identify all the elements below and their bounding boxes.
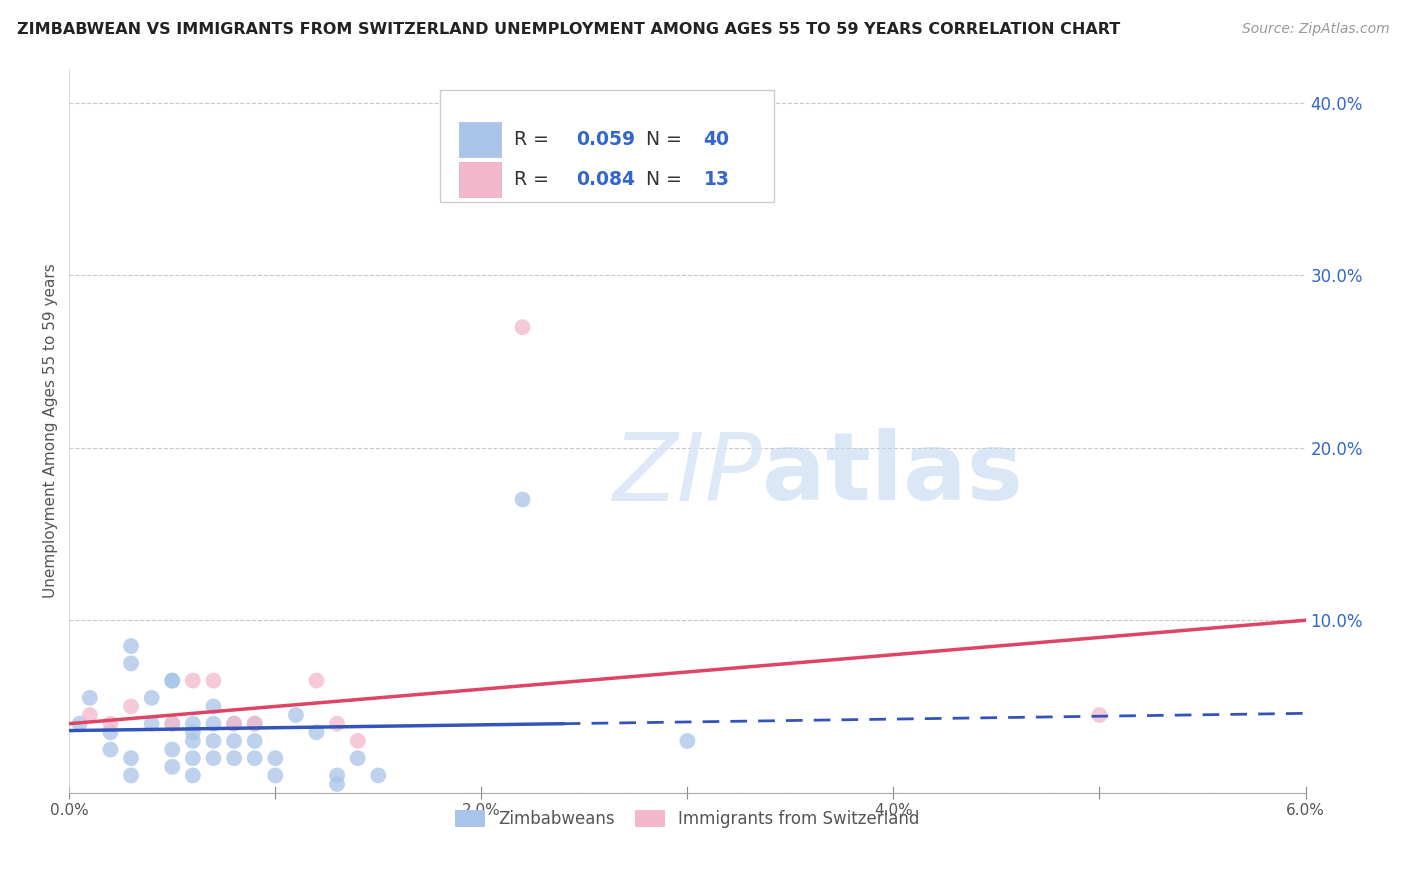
Point <box>162 716 184 731</box>
Point <box>202 734 225 748</box>
Point <box>202 716 225 731</box>
Text: atlas: atlas <box>762 428 1022 520</box>
Point <box>202 673 225 688</box>
Point <box>367 768 389 782</box>
Bar <box>458 121 501 156</box>
Point <box>181 768 204 782</box>
Point <box>100 725 122 739</box>
FancyBboxPatch shape <box>440 90 773 202</box>
Point <box>243 716 266 731</box>
Point <box>512 320 534 334</box>
Point <box>326 768 349 782</box>
Point <box>243 716 266 731</box>
Point <box>676 734 699 748</box>
Text: 0.059: 0.059 <box>576 129 636 149</box>
Point <box>346 734 368 748</box>
Point <box>141 716 163 731</box>
Point <box>243 734 266 748</box>
Point <box>69 716 91 731</box>
Point <box>120 657 142 671</box>
Text: Source: ZipAtlas.com: Source: ZipAtlas.com <box>1241 22 1389 37</box>
Text: N =: N = <box>634 129 682 149</box>
Point <box>326 716 349 731</box>
Point <box>264 768 287 782</box>
Point <box>162 716 184 731</box>
Point <box>120 639 142 653</box>
Text: N =: N = <box>634 170 682 189</box>
Point <box>181 734 204 748</box>
Legend: Zimbabweans, Immigrants from Switzerland: Zimbabweans, Immigrants from Switzerland <box>449 804 927 835</box>
Text: ZIP: ZIP <box>612 428 762 519</box>
Point <box>222 716 245 731</box>
Point <box>512 492 534 507</box>
Point <box>243 751 266 765</box>
Text: 40: 40 <box>703 129 730 149</box>
Point <box>79 708 101 723</box>
Point <box>305 673 328 688</box>
Point <box>162 742 184 756</box>
Point <box>1088 708 1111 723</box>
Point <box>162 760 184 774</box>
Point <box>120 751 142 765</box>
Y-axis label: Unemployment Among Ages 55 to 59 years: Unemployment Among Ages 55 to 59 years <box>44 263 58 598</box>
Point <box>222 716 245 731</box>
Text: R =: R = <box>515 129 555 149</box>
Point <box>264 751 287 765</box>
Point <box>181 716 204 731</box>
Point <box>284 708 307 723</box>
Point <box>120 699 142 714</box>
Bar <box>458 162 501 197</box>
Text: R =: R = <box>515 170 555 189</box>
Point <box>326 777 349 791</box>
Text: 0.084: 0.084 <box>576 170 636 189</box>
Text: 13: 13 <box>703 170 730 189</box>
Point <box>162 673 184 688</box>
Point <box>305 725 328 739</box>
Point <box>181 725 204 739</box>
Point <box>79 690 101 705</box>
Point <box>222 734 245 748</box>
Point <box>202 699 225 714</box>
Point <box>202 751 225 765</box>
Point <box>181 673 204 688</box>
Point <box>181 751 204 765</box>
Point <box>141 690 163 705</box>
Point <box>346 751 368 765</box>
Point <box>100 716 122 731</box>
Point <box>120 768 142 782</box>
Text: ZIMBABWEAN VS IMMIGRANTS FROM SWITZERLAND UNEMPLOYMENT AMONG AGES 55 TO 59 YEARS: ZIMBABWEAN VS IMMIGRANTS FROM SWITZERLAN… <box>17 22 1121 37</box>
Point <box>162 673 184 688</box>
Point <box>222 751 245 765</box>
Point <box>100 742 122 756</box>
